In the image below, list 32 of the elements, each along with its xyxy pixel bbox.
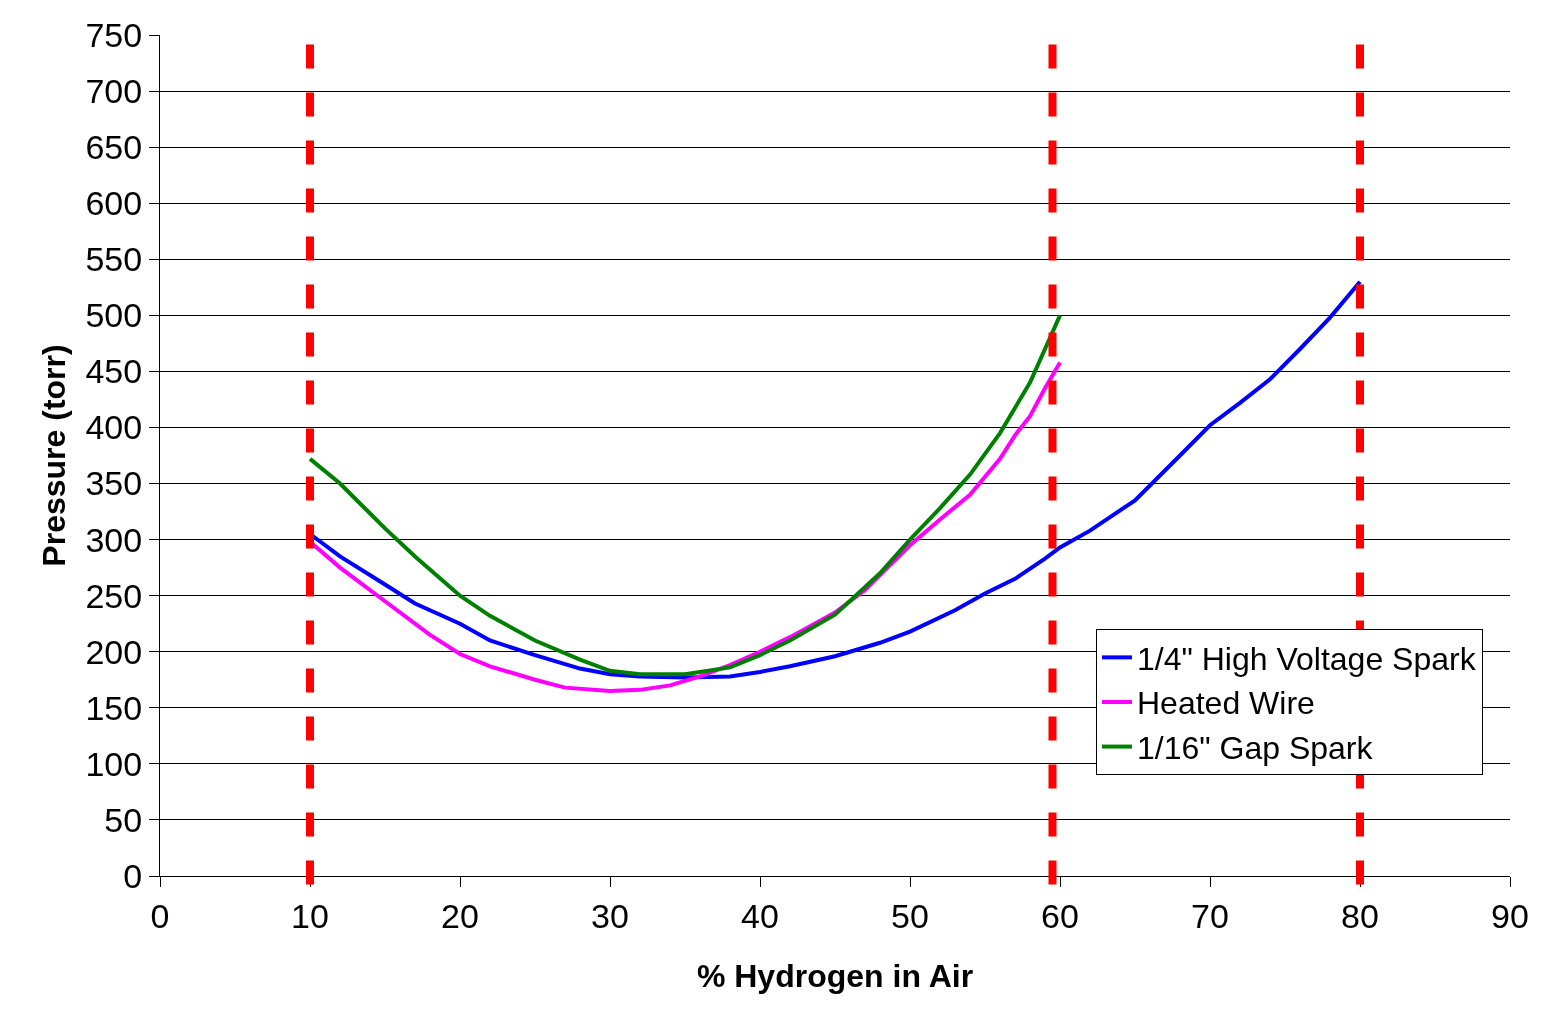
line-series (308, 313, 1062, 677)
x-axis-title: % Hydrogen in Air (696, 957, 974, 994)
y-tick-label: 250 (85, 576, 143, 615)
x-tick-label: 20 (441, 896, 479, 935)
y-tick-label: 750 (85, 15, 143, 54)
x-tick-label: 0 (150, 896, 170, 935)
y-axis-title: Pressure (torr) (35, 344, 72, 567)
y-tick-label: 700 (85, 71, 143, 110)
y-tick-label: 450 (85, 352, 143, 391)
y-tick-label: 150 (85, 688, 143, 727)
legend-label: 1/4" High Voltage Spark (1137, 640, 1477, 677)
y-tick-label: 550 (85, 240, 143, 279)
y-tick-label: 650 (85, 128, 143, 167)
y-tick-label: 350 (85, 464, 143, 503)
legend-label: 1/16" Gap Spark (1137, 730, 1374, 767)
x-tick-label: 70 (1191, 896, 1229, 935)
x-tick-label: 50 (891, 896, 929, 935)
y-tick-label: 200 (85, 632, 143, 671)
x-tick-label: 60 (1041, 896, 1079, 935)
y-tick-label: 500 (85, 296, 143, 335)
y-tick-label: 300 (85, 520, 143, 559)
y-tick-label: 50 (104, 800, 143, 839)
x-tick-label: 10 (291, 896, 329, 935)
x-tick-label: 30 (591, 896, 629, 935)
x-tick-label: 90 (1491, 896, 1529, 935)
y-tick-label: 600 (85, 184, 143, 223)
legend-label: Heated Wire (1137, 685, 1315, 722)
y-tick-label: 0 (123, 856, 143, 895)
x-tick-label: 80 (1341, 896, 1379, 935)
y-tick-label: 400 (85, 408, 143, 447)
x-tick-label: 40 (741, 896, 779, 935)
y-tick-label: 100 (85, 744, 143, 783)
